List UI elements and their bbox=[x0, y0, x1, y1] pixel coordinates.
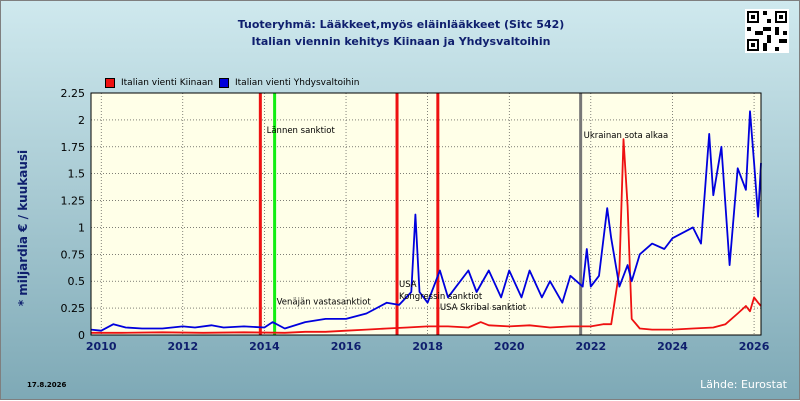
x-tick-label: 2020 bbox=[494, 340, 525, 353]
event-label: Kongressin sanktiot bbox=[399, 292, 483, 302]
y-axis-label: * miljardia € / kuukausi bbox=[16, 149, 30, 307]
y-tick-labels: 0 0.25 0.5 0.75 1 1.25 1.5 1.75 2 2.25 bbox=[61, 87, 86, 342]
x-tick-label: 2026 bbox=[739, 340, 770, 353]
legend-swatch-usa bbox=[219, 78, 229, 88]
x-tick-labels: 2010 2012 2014 2016 2018 2020 2022 2024 2026 bbox=[86, 340, 770, 353]
y-tick-label: 0.75 bbox=[61, 248, 86, 261]
x-tick-label: 2010 bbox=[86, 340, 117, 353]
chart-subtitle: Italian viennin kehitys Kiinaan ja Yhdys… bbox=[251, 35, 551, 48]
legend-label-china: Italian vienti Kiinaan bbox=[121, 78, 214, 88]
legend-swatch-china bbox=[105, 78, 115, 88]
y-tick-label: 1.25 bbox=[61, 195, 86, 208]
series-line-usa bbox=[90, 110, 762, 332]
x-tick-label: 2012 bbox=[167, 340, 198, 353]
y-tick-label: 1.75 bbox=[61, 141, 86, 154]
annotation-label: Venäjän vastasanktiot bbox=[277, 298, 372, 308]
x-tick-label: 2016 bbox=[331, 340, 362, 353]
event-label: USA bbox=[399, 280, 417, 290]
y-tick-label: 2.25 bbox=[61, 87, 86, 100]
x-tick-label: 2022 bbox=[576, 340, 607, 353]
y-tick-label: 2 bbox=[78, 114, 85, 127]
event-label: Ukrainan sota alkaa bbox=[584, 131, 669, 141]
event-label: Lännen sanktiot bbox=[267, 126, 336, 136]
legend-label-usa: Italian vienti Yhdysvaltoihin bbox=[235, 78, 360, 88]
y-tick-label: 0 bbox=[78, 329, 85, 342]
event-label: USA Skribal sanktiot bbox=[440, 303, 527, 313]
chart-title: Tuoteryhmä: Lääkkeet,myös eläinlääkkeet … bbox=[237, 18, 565, 31]
grid bbox=[91, 92, 761, 336]
plot-area bbox=[91, 93, 761, 335]
event-markers bbox=[258, 93, 583, 335]
y-tick-label: 1.5 bbox=[68, 168, 86, 181]
annotation-layer: Lännen sanktiot USA Kongressin sanktiotUSA… bbox=[267, 126, 669, 313]
x-tick-label: 2018 bbox=[412, 340, 443, 353]
qr-code-icon bbox=[745, 9, 789, 53]
source-label: Lähde: Eurostat bbox=[700, 378, 787, 391]
y-tick-label: 0.25 bbox=[61, 302, 86, 315]
series-line-china bbox=[91, 138, 762, 334]
date-stamp: 17.8.2026 bbox=[27, 381, 67, 389]
y-tick-label: 1 bbox=[78, 221, 85, 234]
y-tick-label: 0.5 bbox=[68, 275, 86, 288]
series-layer bbox=[90, 110, 762, 334]
x-tick-label: 2024 bbox=[657, 340, 688, 353]
plot-border bbox=[90, 92, 762, 336]
x-tick-label: 2014 bbox=[249, 340, 280, 353]
